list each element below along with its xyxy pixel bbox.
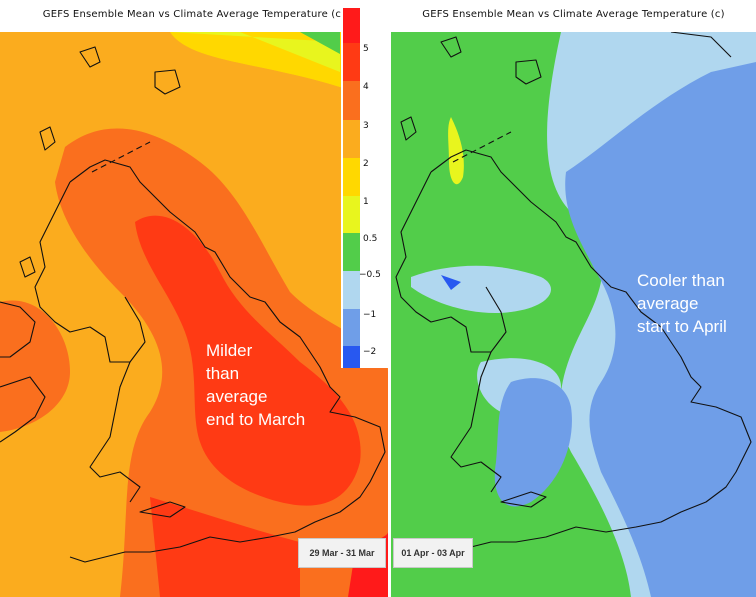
- colorbar-label: 0.5: [363, 234, 378, 244]
- colorbar-swatch: [343, 309, 360, 346]
- colorbar-swatch: [343, 43, 360, 81]
- left-map-caption: Milder than average end to March: [206, 339, 305, 431]
- caption-line: Cooler than: [637, 271, 725, 290]
- colorbar-swatch: [343, 81, 360, 120]
- caption-line: average: [206, 387, 268, 406]
- colorbar-label: 3: [363, 121, 369, 131]
- colorbar-swatch: [343, 233, 360, 271]
- colorbar-swatch: [343, 346, 360, 368]
- colorbar-label: −2: [363, 347, 377, 357]
- right-map-title: GEFS Ensemble Mean vs Climate Average Te…: [422, 9, 725, 20]
- colorbar-label: −0.5: [359, 270, 381, 280]
- left-map-title: GEFS Ensemble Mean vs Climate Average Te…: [42, 9, 346, 20]
- caption-line: start to April: [637, 317, 727, 336]
- caption-line: Milder: [206, 341, 253, 360]
- colorbar-label: −1: [363, 310, 377, 320]
- colorbar-swatch: [343, 158, 360, 196]
- caption-line: average: [637, 294, 699, 313]
- colorbar-swatch: [343, 271, 360, 309]
- caption-line: than: [206, 364, 240, 383]
- right-temperature-map: [391, 32, 756, 597]
- right-map-caption: Cooler than average start to April: [637, 269, 727, 338]
- colorbar-label: 5: [363, 44, 369, 54]
- colorbar-label: 1: [363, 197, 369, 207]
- right-map-panel: GEFS Ensemble Mean vs Climate Average Te…: [391, 0, 756, 597]
- colorbar-label: 4: [363, 82, 369, 92]
- caption-line: end to March: [206, 410, 306, 429]
- colorbar-swatch: [343, 8, 360, 43]
- temperature-colorbar: 5 4 3 2 1 0.5 −0.5 −1 −2: [341, 8, 391, 368]
- left-map-panel: GEFS Ensemble Mean vs Climate Average Te…: [0, 9, 388, 597]
- left-temperature-map: [0, 32, 388, 597]
- tab-29-mar-31-mar[interactable]: 29 Mar - 31 Mar: [298, 538, 386, 568]
- tab-01-apr-03-apr[interactable]: 01 Apr - 03 Apr: [393, 538, 473, 568]
- colorbar-label: 2: [363, 159, 369, 169]
- colorbar-swatch: [343, 120, 360, 158]
- colorbar-swatch: [343, 196, 360, 233]
